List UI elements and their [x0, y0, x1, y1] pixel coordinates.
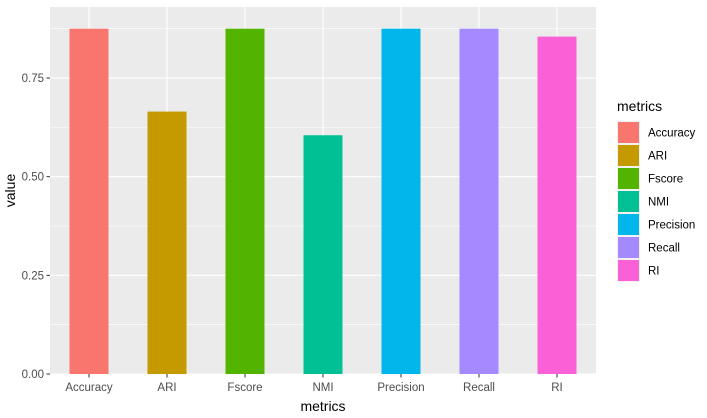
bars-group	[69, 28, 577, 375]
y-tick-label: 0.50	[22, 172, 44, 184]
x-tick-label: Fscore	[227, 382, 262, 394]
x-axis: Accuracy ARI Fscore NMI Precision Recall RI	[65, 374, 563, 394]
x-axis-title: metrics	[300, 398, 345, 414]
legend-label: Accuracy	[648, 128, 696, 140]
y-tick-label: 0.00	[22, 369, 44, 381]
x-tick-label: Precision	[377, 382, 424, 394]
y-axis: 0.00 0.25 0.50 0.75	[22, 73, 50, 381]
legend-swatch	[618, 122, 639, 143]
bar-fscore	[225, 28, 265, 374]
legend-label: ARI	[648, 151, 667, 163]
legend-label: Fscore	[648, 174, 683, 186]
x-tick-label: RI	[551, 382, 563, 394]
y-tick-label: 0.25	[22, 270, 44, 282]
bar-ri	[537, 36, 577, 375]
legend-label: Recall	[648, 243, 680, 255]
legend-title: metrics	[617, 98, 662, 114]
y-axis-title: value	[2, 174, 18, 208]
legend-label: RI	[648, 266, 660, 278]
legend-label: Precision	[648, 220, 695, 232]
bar-precision	[381, 28, 421, 374]
bar-recall	[459, 28, 499, 374]
legend-items: Accuracy ARI Fscore NMI Precision Recall RI	[617, 121, 696, 282]
legend-swatch	[618, 237, 639, 258]
bar-nmi	[303, 135, 343, 374]
legend-swatch	[618, 168, 639, 189]
legend: metrics Accuracy ARI Fscore NMI Precision Rec…	[617, 98, 696, 282]
legend-swatch	[618, 260, 639, 281]
legend-swatch	[618, 214, 639, 235]
x-tick-label: Recall	[463, 382, 495, 394]
legend-swatch	[618, 145, 639, 166]
bar-accuracy	[69, 28, 109, 374]
legend-swatch	[618, 191, 639, 212]
legend-label: NMI	[648, 197, 669, 209]
x-tick-label: ARI	[157, 382, 176, 394]
x-tick-label: Accuracy	[65, 382, 113, 394]
bar-ari	[147, 111, 187, 375]
x-tick-label: NMI	[312, 382, 333, 394]
y-tick-label: 0.75	[22, 73, 44, 85]
